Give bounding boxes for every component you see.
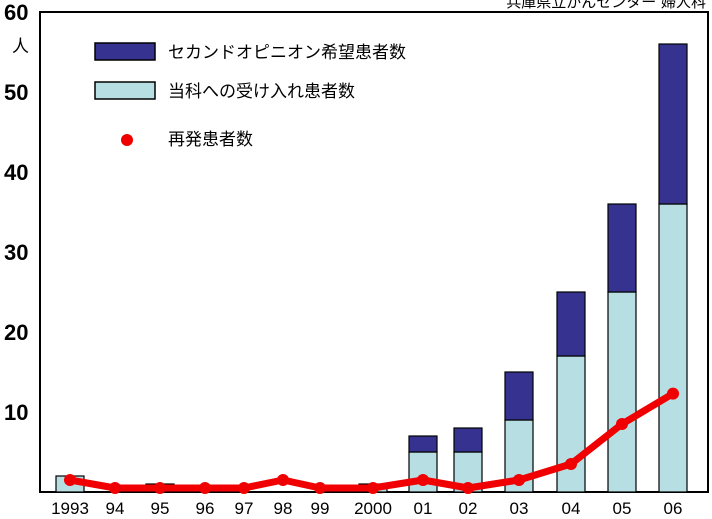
recurrence-point	[277, 474, 289, 486]
recurrence-point	[64, 474, 76, 486]
recurrence-point	[513, 474, 525, 486]
x-tick-label: 04	[562, 499, 581, 518]
x-tick-label: 03	[510, 499, 529, 518]
x-tick-label: 01	[414, 499, 433, 518]
y-tick-label: 20	[4, 320, 28, 345]
recurrence-point	[667, 387, 679, 400]
legend-swatch-accepted	[94, 81, 156, 100]
recurrence-point	[238, 482, 250, 494]
y-tick-label: 40	[4, 160, 28, 185]
bar-second-opinion	[607, 203, 637, 293]
bar-second-opinion	[453, 427, 483, 453]
recurrence-point	[367, 482, 379, 494]
x-tick-label: 1993	[51, 499, 89, 518]
bar-second-opinion	[556, 291, 586, 357]
bar-second-opinion	[504, 371, 534, 421]
x-tick-label: 96	[196, 499, 215, 518]
recurrence-point	[417, 474, 429, 486]
bars	[55, 43, 688, 493]
x-tick-label: 05	[613, 499, 632, 518]
y-tick-label: 60	[4, 0, 28, 25]
x-tick-label: 97	[235, 499, 254, 518]
recurrence-point	[314, 482, 326, 494]
legend-label-recurrence: 再発患者数	[168, 130, 253, 150]
recurrence-point	[199, 482, 211, 494]
x-tick-label: 98	[274, 499, 293, 518]
y-axis-ticks: 10 20 30 40 50 60	[4, 0, 28, 425]
bar-accepted	[556, 355, 586, 493]
y-tick-label: 30	[4, 240, 28, 265]
x-tick-label: 06	[664, 499, 683, 518]
bar-accepted	[658, 203, 688, 493]
recurrence-point	[565, 458, 577, 470]
x-tick-label: 02	[459, 499, 478, 518]
x-tick-label: 99	[311, 499, 330, 518]
recurrence-point	[616, 418, 628, 430]
legend-label-accepted: 当科への受け入れ患者数	[168, 82, 355, 102]
bar-second-opinion	[658, 43, 688, 205]
recurrence-series-line	[66, 390, 677, 492]
bar-second-opinion	[408, 435, 438, 453]
x-axis-ticks: 1993 94 95 96 97 98 99 2000 01 02 03 04 05 06	[51, 499, 682, 518]
legend-marker-recurrence	[121, 134, 133, 146]
legend-swatch-second-opinion	[94, 42, 156, 61]
legend: セカンドオピニオン希望患者数 当科への受け入れ患者数 再発患者数	[94, 42, 406, 150]
legend-label-second-opinion: セカンドオピニオン希望患者数	[168, 43, 406, 63]
x-tick-label: 94	[106, 499, 125, 518]
bar-accepted	[607, 291, 637, 493]
y-axis-unit-label: 人	[12, 37, 29, 57]
recurrence-point	[462, 482, 474, 494]
recurrence-point	[109, 482, 121, 494]
recurrence-point	[154, 482, 166, 494]
y-tick-label: 50	[4, 80, 28, 105]
y-tick-label: 10	[4, 400, 28, 425]
recurrence-line	[64, 387, 679, 494]
x-tick-label: 2000	[354, 499, 392, 518]
x-tick-label: 95	[151, 499, 170, 518]
chart-source-label: 兵庫県立がんセンター 婦人科	[506, 0, 706, 11]
